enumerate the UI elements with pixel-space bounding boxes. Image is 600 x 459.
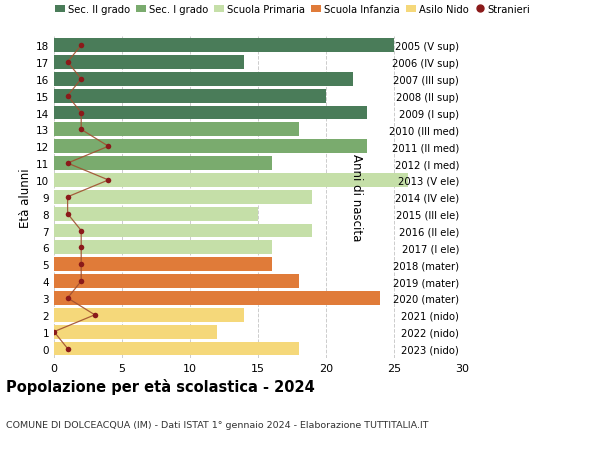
Point <box>63 93 73 100</box>
Bar <box>54 140 367 154</box>
Point <box>76 126 86 134</box>
Text: Popolazione per età scolastica - 2024: Popolazione per età scolastica - 2024 <box>6 379 315 395</box>
Bar <box>54 241 272 255</box>
Bar <box>54 174 407 187</box>
Bar <box>54 224 313 238</box>
Y-axis label: Anni di nascita: Anni di nascita <box>350 154 364 241</box>
Bar <box>54 258 272 272</box>
Point <box>76 278 86 285</box>
Point <box>63 295 73 302</box>
Text: COMUNE DI DOLCEACQUA (IM) - Dati ISTAT 1° gennaio 2024 - Elaborazione TUTTITALIA: COMUNE DI DOLCEACQUA (IM) - Dati ISTAT 1… <box>6 420 428 429</box>
Point <box>63 59 73 67</box>
Point <box>63 211 73 218</box>
Point <box>63 194 73 201</box>
Bar <box>54 190 313 204</box>
Bar <box>54 207 258 221</box>
Point <box>76 42 86 50</box>
Point <box>63 160 73 168</box>
Point <box>104 177 113 184</box>
Bar <box>54 73 353 86</box>
Bar <box>54 106 367 120</box>
Bar <box>54 56 244 70</box>
Bar <box>54 274 299 288</box>
Bar <box>54 308 244 322</box>
Bar <box>54 342 299 356</box>
Point <box>63 345 73 353</box>
Point <box>76 244 86 252</box>
Point <box>76 110 86 117</box>
Point <box>76 76 86 83</box>
Legend: Sec. II grado, Sec. I grado, Scuola Primaria, Scuola Infanzia, Asilo Nido, Stran: Sec. II grado, Sec. I grado, Scuola Prim… <box>55 5 530 15</box>
Bar <box>54 325 217 339</box>
Point <box>76 227 86 235</box>
Bar <box>54 39 394 53</box>
Point <box>104 143 113 151</box>
Bar <box>54 157 272 171</box>
Point <box>90 312 100 319</box>
Bar <box>54 90 326 103</box>
Point <box>76 261 86 269</box>
Y-axis label: Età alunni: Età alunni <box>19 168 32 227</box>
Point <box>49 328 59 336</box>
Bar <box>54 123 299 137</box>
Bar <box>54 291 380 305</box>
